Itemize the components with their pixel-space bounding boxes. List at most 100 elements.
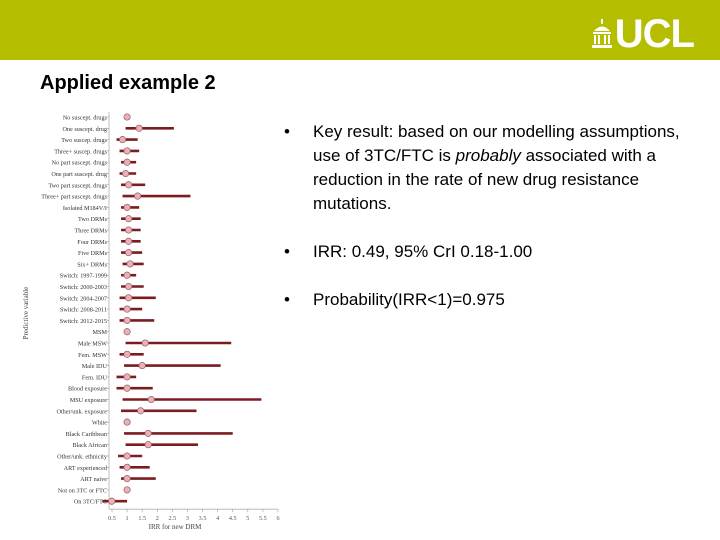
category-label: One suscept. drug — [62, 126, 107, 133]
category-label: Isolated M184V/I — [63, 205, 107, 212]
x-tick-label: 5 — [246, 515, 249, 522]
bullet-key-result-emph: probably — [455, 146, 521, 165]
estimate-point — [126, 260, 134, 268]
category-label: Male IDU — [82, 363, 108, 370]
bullet-dot: • — [284, 122, 290, 141]
category-label: Black African — [72, 442, 107, 449]
category-label: Male MSW — [78, 341, 107, 348]
estimate-point — [125, 215, 133, 223]
category-label: Switch: 2000-2003 — [60, 284, 107, 291]
category-label: Two part suscept. drugs — [48, 182, 107, 189]
category-label: Switch: 2004-2007 — [60, 295, 107, 302]
ucl-logo: UCL — [591, 12, 695, 56]
x-axis-label: IRR for new DRM — [149, 523, 202, 531]
estimate-point — [147, 395, 155, 404]
bullet-probability: • Probability(IRR<1)=0.975 — [284, 288, 694, 312]
y-axis-label: Predictive variable — [22, 287, 30, 340]
estimate-point — [144, 429, 152, 437]
estimate-point — [108, 497, 116, 505]
bullet-key-result-post: associated with a reduction in the rate … — [313, 146, 656, 213]
estimate-point — [123, 158, 131, 166]
estimate-point — [135, 124, 143, 132]
category-label: Four DRMs — [77, 239, 107, 246]
x-tick-label: 4 — [216, 515, 219, 522]
category-label: On 3TC/FTC — [74, 499, 107, 506]
estimate-point — [125, 294, 133, 302]
estimate-point — [123, 418, 131, 426]
forest-plot: No suscept. drugs One suscept. drug Two su… — [22, 112, 280, 531]
x-tick-label: 3 — [186, 515, 189, 522]
estimate-point — [123, 373, 131, 381]
category-label: MSM — [93, 329, 108, 336]
category-label: Switch: 2008-2011 — [60, 307, 107, 314]
category-label: White — [92, 420, 107, 427]
estimate-point — [123, 486, 131, 494]
estimate-point — [123, 305, 131, 313]
estimate-point — [123, 475, 131, 483]
estimate-point — [123, 203, 131, 211]
estimate-point — [134, 192, 142, 200]
estimate-point — [123, 147, 131, 155]
category-label: Other/unk. exposure — [56, 408, 107, 415]
estimate-point — [123, 328, 131, 336]
estimate-point — [125, 226, 133, 234]
estimate-point — [144, 441, 152, 449]
category-label: Other/unk. ethnicity — [57, 454, 108, 461]
category-label: Two suscep. drugs — [61, 137, 107, 144]
x-tick-label: 5.5 — [259, 515, 267, 522]
estimate-point — [119, 136, 127, 144]
category-label: ART experienced — [64, 465, 108, 472]
category-label: ART naive — [80, 476, 107, 483]
estimate-point — [125, 249, 133, 257]
category-label: Black Caribbean — [66, 431, 107, 438]
estimate-point — [138, 362, 146, 370]
bullet-probability-text: Probability(IRR<1)=0.975 — [313, 290, 505, 309]
estimate-point — [123, 113, 131, 121]
bullet-key-result-pre: Key result: based on our modelling assum… — [313, 122, 680, 165]
category-label: No part suscept. drugs — [52, 160, 108, 167]
category-label: Three+ part suscept. drugs — [41, 194, 107, 201]
category-label: Switch: 1997-1999 — [60, 273, 107, 280]
estimate-point — [125, 237, 133, 245]
x-tick-label: 1.5 — [138, 515, 146, 522]
portico-icon — [591, 19, 612, 48]
header-rule — [0, 60, 720, 62]
estimate-point — [123, 452, 131, 460]
estimate-point — [122, 169, 130, 178]
category-label: Six+ DRMs — [77, 261, 107, 268]
bullet-list: • Key result: based on our modelling ass… — [284, 120, 694, 312]
category-label: One part suscept. drug — [51, 171, 107, 178]
x-tick-label: 0.5 — [108, 515, 116, 522]
bullet-irr-text: IRR: 0.49, 95% CrI 0.18-1.00 — [313, 242, 533, 261]
estimate-point — [123, 316, 131, 324]
header-bar: UCL — [0, 0, 720, 60]
estimate-point — [123, 384, 131, 392]
x-tick-label: 2 — [156, 515, 159, 522]
x-tick-label: 2.5 — [168, 515, 176, 522]
estimate-point — [123, 350, 131, 358]
category-label: No suscept. drugs — [63, 115, 108, 122]
estimate-point — [125, 181, 133, 189]
estimate-point — [123, 271, 131, 279]
category-label: Blood exposure — [68, 386, 107, 393]
category-label: Three DRMs — [75, 228, 108, 235]
x-tick-label: 6 — [276, 515, 279, 522]
category-label: MSU exposure — [70, 397, 108, 404]
logo-text: UCL — [614, 12, 695, 56]
category-label: Five DRMs — [78, 250, 108, 257]
category-label: Not on 3TC or FTC — [58, 487, 107, 494]
category-label: Two DRMs — [78, 216, 108, 223]
x-tick-label: 4.5 — [229, 515, 237, 522]
bullet-key-result: • Key result: based on our modelling ass… — [284, 120, 694, 216]
bullet-dot: • — [284, 242, 290, 261]
x-tick-label: 3.5 — [199, 515, 207, 522]
estimate-point — [141, 339, 149, 347]
estimate-point — [137, 407, 145, 415]
category-label: Fem. MSW — [78, 352, 107, 359]
slide-title: Applied example 2 — [40, 72, 216, 94]
bullet-irr: • IRR: 0.49, 95% CrI 0.18-1.00 — [284, 240, 694, 264]
estimate-point — [123, 463, 131, 471]
category-label: Three+ suscep. drugs — [54, 148, 107, 155]
x-tick-label: 1 — [126, 515, 129, 522]
category-label: Switch: 2012-2015 — [60, 318, 107, 325]
